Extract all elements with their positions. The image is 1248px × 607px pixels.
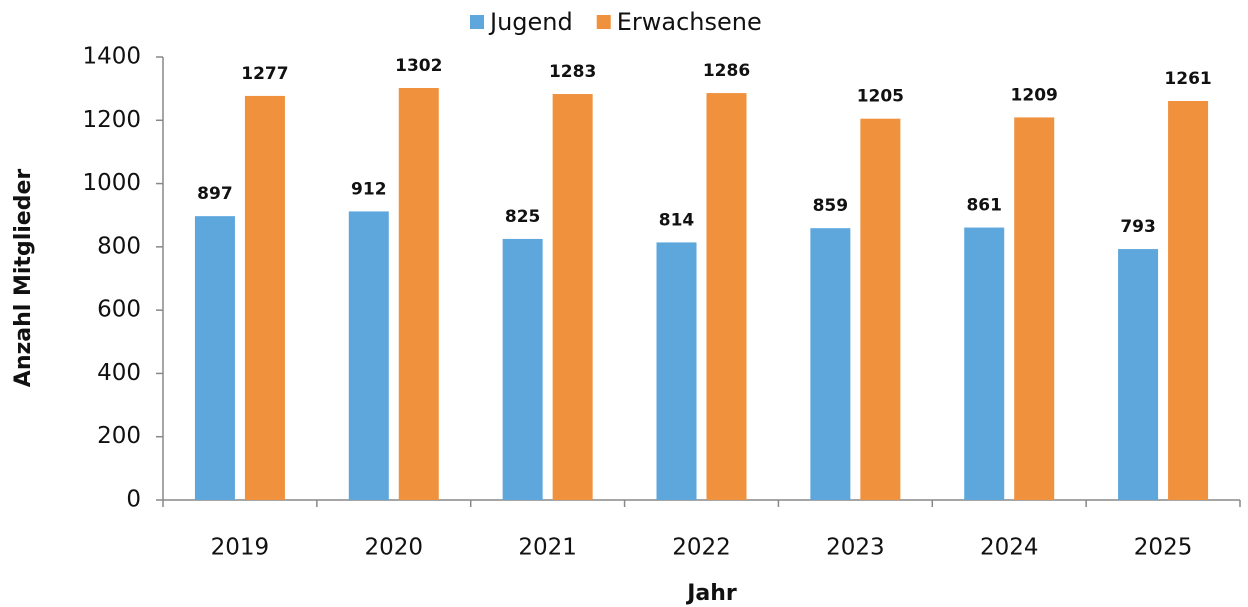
legend-label: Erwachsene xyxy=(617,8,762,36)
value-label: 1261 xyxy=(1164,69,1211,89)
bar xyxy=(502,238,543,501)
value-label: 912 xyxy=(351,179,387,199)
y-tick-label: 1000 xyxy=(82,170,141,196)
x-tick-label: 2022 xyxy=(672,535,731,561)
bar xyxy=(194,216,235,500)
bar xyxy=(1168,100,1209,500)
bar xyxy=(810,228,851,500)
value-label: 1286 xyxy=(703,61,750,81)
bar xyxy=(348,211,389,500)
value-label: 861 xyxy=(966,196,1002,216)
value-label: 859 xyxy=(813,196,849,216)
bar xyxy=(1014,117,1055,500)
x-tick-label: 2023 xyxy=(826,535,885,561)
bar xyxy=(244,95,285,500)
y-tick-label: 400 xyxy=(97,360,141,386)
x-axis-title: Jahr xyxy=(685,581,737,606)
y-axis-title: Anzahl Mitglieder xyxy=(11,169,36,388)
bar xyxy=(860,118,901,500)
bar xyxy=(964,227,1005,500)
legend-swatch xyxy=(596,15,611,29)
legend-swatch xyxy=(470,15,484,29)
value-label: 897 xyxy=(197,184,233,204)
bar xyxy=(1118,249,1159,500)
legend-label: Jugend xyxy=(488,8,573,36)
x-tick-label: 2019 xyxy=(211,535,270,561)
y-tick-label: 1400 xyxy=(82,44,141,70)
y-tick-label: 1200 xyxy=(82,107,141,133)
value-label: 1205 xyxy=(857,87,904,107)
bar xyxy=(656,242,697,501)
bar xyxy=(552,94,593,500)
x-tick-label: 2025 xyxy=(1134,535,1193,561)
value-label: 1302 xyxy=(395,56,442,76)
value-label: 1283 xyxy=(549,62,596,82)
y-tick-label: 200 xyxy=(97,423,141,449)
y-tick-label: 0 xyxy=(126,487,141,513)
y-tick-label: 800 xyxy=(97,233,141,259)
bar xyxy=(398,88,439,500)
value-label: 1277 xyxy=(241,64,288,84)
value-label: 825 xyxy=(505,207,541,227)
bar xyxy=(706,93,747,500)
value-label: 1209 xyxy=(1011,85,1058,105)
x-tick-label: 2024 xyxy=(980,535,1039,561)
value-label: 814 xyxy=(659,210,695,230)
y-tick-label: 600 xyxy=(97,297,141,323)
x-tick-label: 2020 xyxy=(365,535,424,561)
value-label: 793 xyxy=(1120,217,1156,237)
x-tick-label: 2021 xyxy=(518,535,577,561)
